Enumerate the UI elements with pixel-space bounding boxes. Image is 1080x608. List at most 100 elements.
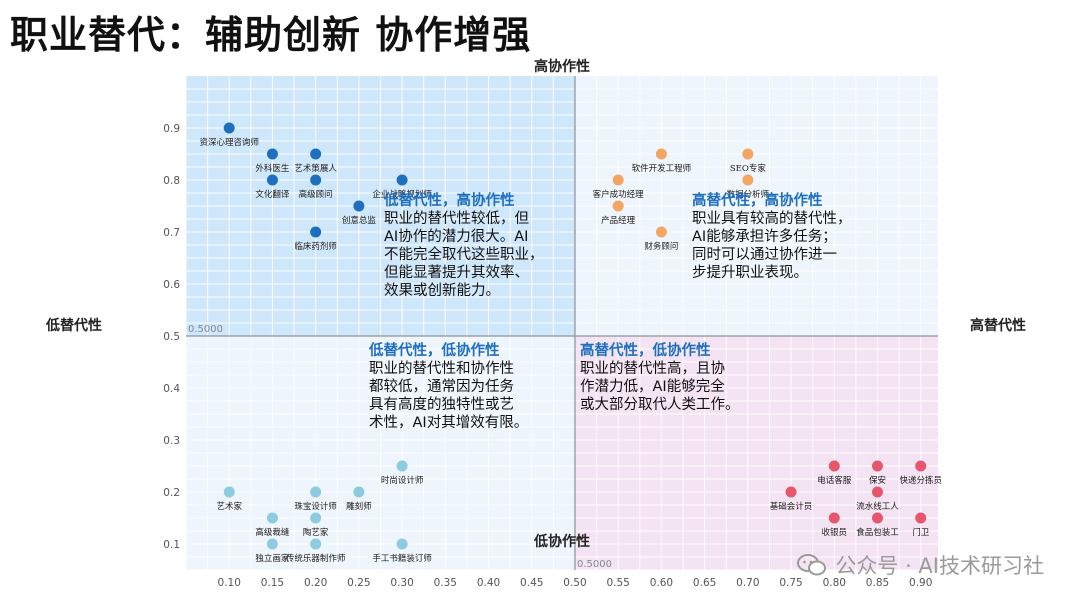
quadrant-line: 具有高度的独特性或艺 xyxy=(369,397,514,413)
data-point xyxy=(353,486,365,498)
quadrant-line: 作潜力低，AI能够完全 xyxy=(580,379,725,395)
watermark-text: 公众号 · AI技术研习社 xyxy=(835,554,1044,578)
x-tick-label: 0.15 xyxy=(261,577,284,589)
x-tick-label: 0.35 xyxy=(434,577,457,589)
data-point xyxy=(655,226,667,238)
data-point-label: 传统乐器制作师 xyxy=(286,553,346,564)
x-tick-label: 0.70 xyxy=(736,577,759,589)
y-tick-label: 0.6 xyxy=(163,279,180,291)
wechat-icon xyxy=(797,554,827,576)
data-point xyxy=(266,148,278,160)
quadrant-line: 职业的替代性高，且协 xyxy=(580,361,725,377)
quadrant-line: 职业的替代性和协作性 xyxy=(369,361,514,377)
x-tick-label: 0.80 xyxy=(823,577,846,589)
data-point xyxy=(310,538,322,550)
quadrant-line: 职业具有较高的替代性， xyxy=(692,211,852,227)
axis-label-right: 高替代性 xyxy=(970,318,1026,334)
data-point-label: 快递分拣员 xyxy=(899,475,942,486)
data-point xyxy=(871,512,883,524)
data-point-label: 资深心理咨询师 xyxy=(199,137,259,148)
data-point-label: 收银员 xyxy=(822,527,848,538)
data-point xyxy=(310,148,322,160)
data-point-label: 高级顾问 xyxy=(299,189,333,200)
data-point-label: 高级裁缝 xyxy=(255,527,290,538)
quadrant-heading: 高替代性，高协作性 xyxy=(692,193,823,209)
data-point xyxy=(742,148,754,160)
data-point xyxy=(871,460,883,472)
quadrant-line: 或大部分取代人类工作。 xyxy=(580,397,740,413)
data-point xyxy=(266,512,278,524)
data-point xyxy=(310,226,322,238)
quadrant-line: AI能够承担许多任务； xyxy=(692,229,837,245)
watermark: 公众号 · AI技术研习社 xyxy=(797,550,1044,580)
data-point xyxy=(785,486,797,498)
data-point-label: 临床药剂师 xyxy=(294,241,337,252)
data-point-label: 企业战略规划师 xyxy=(372,189,432,200)
x-tick-label: 0.10 xyxy=(218,577,241,589)
data-point-label: 文化翻译 xyxy=(255,189,290,200)
quadrant-line: 都较低，通常因为任务 xyxy=(369,379,514,395)
data-point-label: 食品包装工 xyxy=(856,527,899,538)
quadrant-heading: 高替代性，低协作性 xyxy=(580,343,711,359)
data-point xyxy=(223,486,235,498)
data-point xyxy=(353,200,365,212)
y-tick-label: 0.8 xyxy=(163,175,180,187)
y-tick-label: 0.5 xyxy=(163,331,180,343)
data-point-label: 产品经理 xyxy=(601,215,636,226)
x-tick-label: 0.85 xyxy=(866,577,889,589)
data-point-label: SEO专家 xyxy=(730,163,766,174)
data-point-label: 创意总监 xyxy=(342,215,377,226)
quadrant-line: 不能完全取代这些职业， xyxy=(384,247,544,263)
quadrant-heading: 低替代性，高协作性 xyxy=(384,193,515,209)
axis-label-bottom: 低协作性 xyxy=(534,534,590,550)
quadrant-text-br: 高替代性，低协作性 职业的替代性高，且协 作潜力低，AI能够完全 或大部分取代人… xyxy=(580,342,740,414)
data-point xyxy=(612,200,624,212)
quadrant-line: 术性，AI对其增效有限。 xyxy=(369,415,529,431)
x-tick-label: 0.40 xyxy=(477,577,500,589)
quadrant-line: 同时可以通过协作进一 xyxy=(692,247,837,263)
data-point xyxy=(223,122,235,134)
data-point xyxy=(742,174,754,186)
y-tick-label: 0.2 xyxy=(163,487,180,499)
data-point xyxy=(828,512,840,524)
data-point-label: 陶艺家 xyxy=(303,527,329,538)
data-point-label: 珠宝设计师 xyxy=(294,501,337,512)
data-point xyxy=(310,486,322,498)
data-point-label: 艺术家 xyxy=(216,501,242,512)
divider-label-vertical: 0.5000 xyxy=(577,559,612,570)
x-tick-label: 0.25 xyxy=(347,577,370,589)
x-tick-label: 0.90 xyxy=(909,577,932,589)
data-point-label: 保安 xyxy=(869,475,886,486)
data-point xyxy=(828,460,840,472)
data-point xyxy=(396,460,408,472)
data-point-label: 财务顾问 xyxy=(644,241,678,252)
data-point-label: 门卫 xyxy=(912,527,930,538)
data-point xyxy=(915,460,927,472)
data-point-label: 客户成功经理 xyxy=(593,189,645,200)
data-point xyxy=(396,538,408,550)
quadrant-line: 但能显著提升其效率、 xyxy=(384,265,529,281)
axis-label-top: 高协作性 xyxy=(534,59,590,75)
y-tick-label: 0.9 xyxy=(163,123,180,135)
data-point-label: 雕刻师 xyxy=(346,501,372,512)
y-tick-label: 0.4 xyxy=(163,383,180,395)
data-point xyxy=(612,174,624,186)
x-tick-label: 0.20 xyxy=(304,577,327,589)
data-point-label: 电话客服 xyxy=(817,475,852,486)
data-point-label: 基础会计员 xyxy=(770,501,813,512)
quadrant-line: AI协作的潜力很大。AI xyxy=(384,229,529,245)
quadrant-heading: 低替代性，低协作性 xyxy=(369,343,500,359)
quadrant-text-bl: 低替代性，低协作性 职业的替代性和协作性 都较低，通常因为任务 具有高度的独特性… xyxy=(369,342,528,432)
data-point-label: 艺术策展人 xyxy=(294,163,337,174)
data-point-label: 软件开发工程师 xyxy=(632,163,692,174)
data-point xyxy=(396,174,408,186)
page-title: 职业替代：辅助创新 协作增强 xyxy=(10,13,532,57)
data-point-label: 独立画家 xyxy=(255,553,290,564)
quadrant-line: 效果或创新能力。 xyxy=(384,283,500,299)
x-tick-label: 0.30 xyxy=(390,577,413,589)
x-tick-label: 0.45 xyxy=(520,577,543,589)
data-point xyxy=(310,512,322,524)
x-tick-label: 0.55 xyxy=(606,577,629,589)
data-point xyxy=(310,174,322,186)
